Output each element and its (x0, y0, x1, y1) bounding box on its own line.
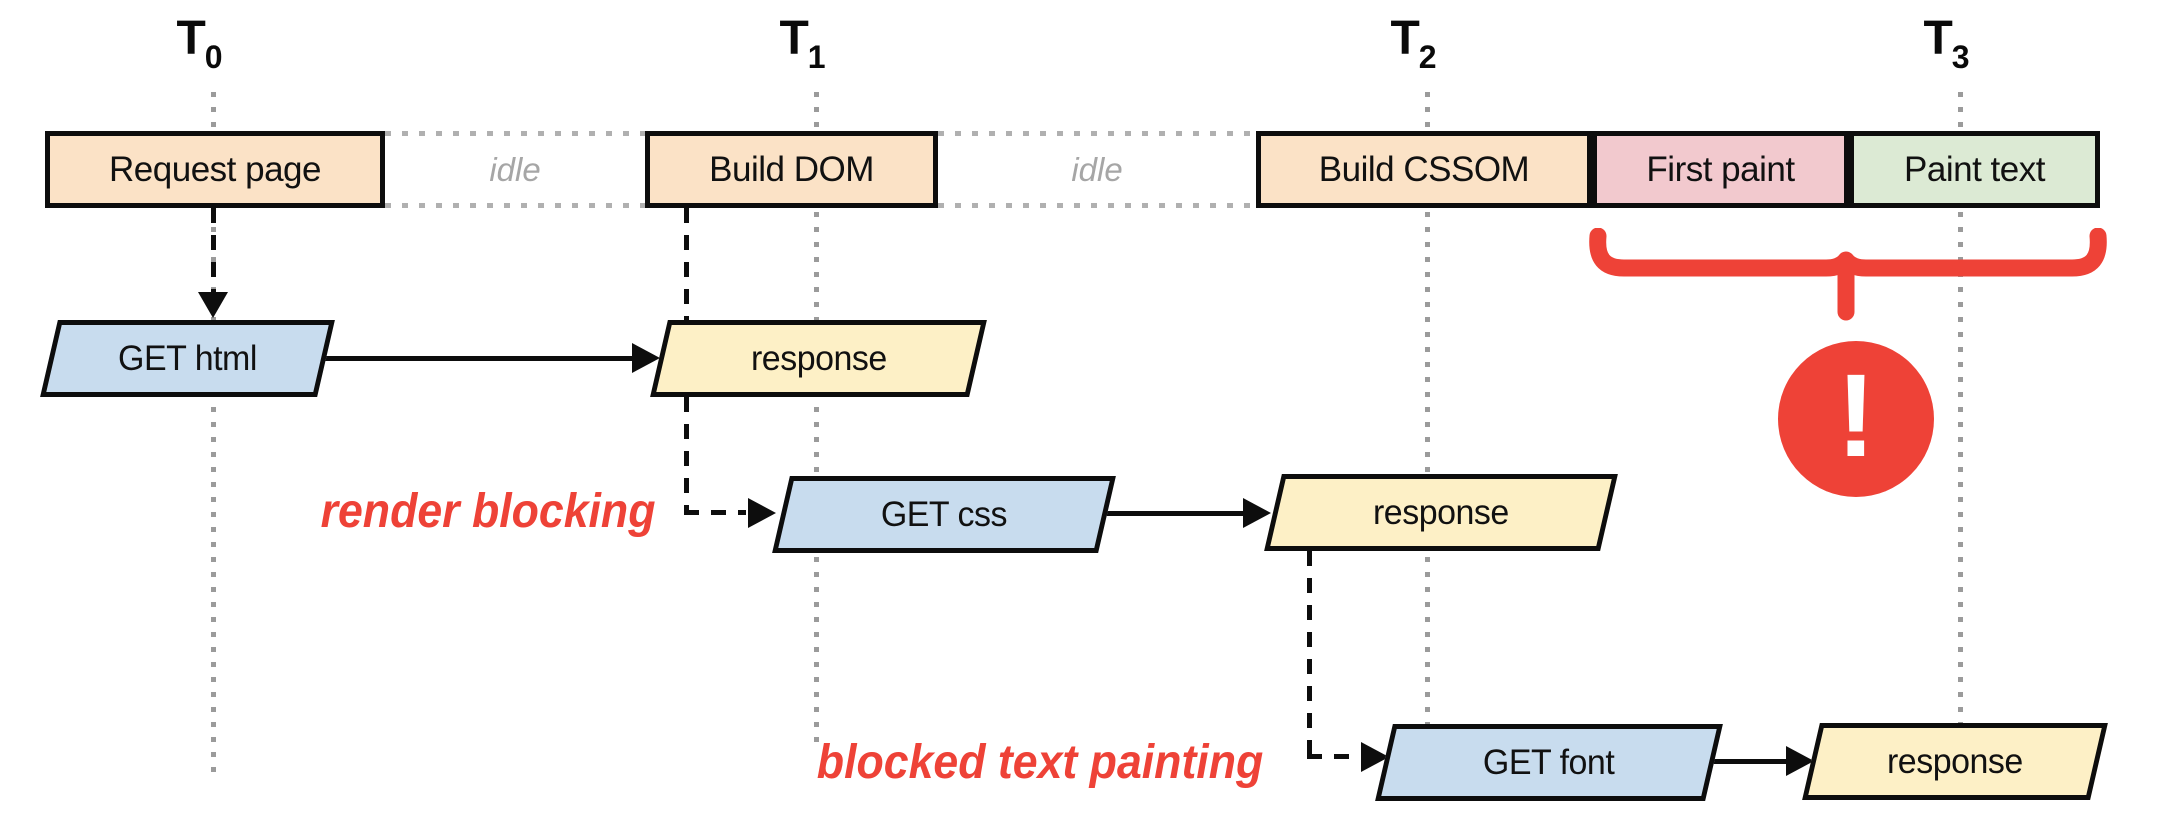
track-segment-label: Build CSSOM (1318, 149, 1530, 189)
track-segment-request-page: Request page (45, 131, 385, 208)
track-segment-first-paint: First paint (1592, 131, 1849, 208)
timeline-marker-t0: T0 (129, 10, 269, 76)
arrow-line-getfont-response (1712, 759, 1788, 764)
track-segment-idle-1: idle (385, 131, 645, 208)
track-segment-paint-text: Paint text (1849, 131, 2100, 208)
track-segment-label: Request page (109, 149, 321, 189)
response-label: response (750, 338, 887, 378)
timeline-gridline-t3 (1958, 92, 1963, 723)
brace-icon (1589, 228, 2107, 321)
timeline-marker-t1: T1 (732, 10, 872, 76)
request-get-css: GET css (772, 476, 1116, 553)
exclamation-glyph: ! (1836, 350, 1876, 482)
response-css: response (1264, 474, 1618, 551)
t3-letter: T (1923, 12, 1952, 65)
blocked-text-painting-label: blocked text painting (816, 736, 1264, 789)
track-segment-build-cssom: Build CSSOM (1256, 131, 1592, 208)
response-html: response (650, 320, 987, 397)
timeline-gridline-t2 (1425, 92, 1430, 727)
t0-letter: T (176, 12, 205, 65)
render-blocking-label: render blocking (320, 485, 656, 538)
arrow-line-gethtml-response (322, 356, 636, 361)
timeline-marker-t2: T2 (1343, 10, 1483, 76)
arrowhead-down-gethtml (198, 292, 228, 318)
track-segment-label: Paint text (1904, 149, 2045, 189)
track-segment-idle-2: idle (938, 131, 1256, 208)
idle-label: idle (1071, 150, 1123, 188)
t3-subscript: 3 (1951, 39, 1970, 75)
t2-letter: T (1390, 12, 1419, 65)
track-segment-label: Build DOM (709, 149, 874, 189)
track-segment-label: First paint (1646, 149, 1795, 189)
dashed-connector-requestpage-to-gethtml (211, 208, 216, 292)
request-get-font: GET font (1375, 724, 1723, 801)
request-label: GET html (118, 338, 257, 378)
track-segment-build-dom: Build DOM (645, 131, 938, 208)
t1-letter: T (779, 12, 808, 65)
warning-icon: ! (1778, 341, 1934, 497)
arrow-line-getcss-response (1105, 511, 1245, 516)
response-font: response (1802, 723, 2108, 800)
idle-label: idle (489, 150, 541, 188)
t2-subscript: 2 (1418, 39, 1437, 75)
arrowhead-right-response2 (1243, 498, 1271, 528)
response-label: response (1373, 492, 1509, 532)
arrowhead-right-getcss (748, 498, 776, 528)
t0-subscript: 0 (204, 39, 223, 75)
request-label: GET font (1483, 742, 1615, 782)
timeline-gridline-t1 (814, 92, 819, 752)
dashed-connector-cssresponse-down (1307, 551, 1312, 759)
t1-subscript: 1 (807, 39, 826, 75)
response-label: response (1887, 741, 2023, 781)
dashed-connector-cssresponse-to-getfont (1307, 754, 1361, 759)
timeline-marker-t3: T3 (1876, 10, 2016, 76)
arrowhead-right-response1 (632, 343, 660, 373)
timeline-gridline-t0 (211, 92, 216, 775)
request-label: GET css (880, 494, 1008, 534)
dashed-connector-builddom-to-getcss (684, 510, 746, 515)
request-get-html: GET html (40, 320, 335, 397)
